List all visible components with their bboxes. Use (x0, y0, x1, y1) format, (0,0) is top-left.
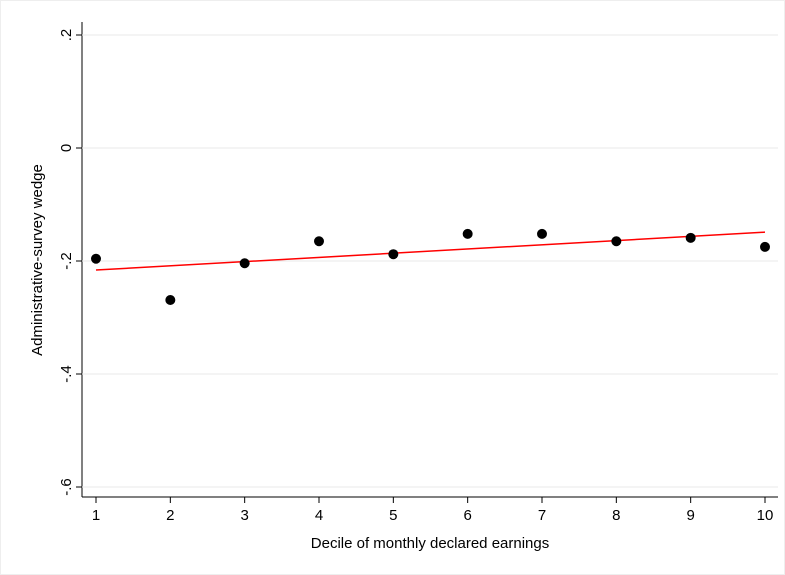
point (165, 294, 176, 305)
y-tick-label: -.6 (58, 478, 75, 496)
y-tick-label: -.2 (58, 252, 75, 270)
x-tick-label: 7 (538, 507, 546, 524)
y-tick-label: .2 (58, 29, 75, 42)
point (462, 228, 473, 239)
point (314, 236, 324, 247)
x-tick-label: 10 (757, 507, 774, 524)
point (685, 232, 696, 243)
point (537, 228, 547, 239)
point (611, 236, 622, 247)
x-tick-label: 2 (166, 507, 174, 524)
x-tick-label: 3 (240, 507, 248, 524)
y-tick-label: -.4 (58, 365, 75, 383)
x-tick-label: 8 (612, 507, 620, 524)
x-tick-label: 9 (686, 507, 694, 524)
fit-line (95, 231, 766, 271)
y-axis-title: Administrative-survey wedge (29, 164, 46, 356)
x-tick-label: 4 (315, 507, 323, 524)
point (91, 253, 101, 264)
point (388, 249, 399, 260)
point (760, 241, 770, 252)
point (239, 258, 250, 269)
x-tick-label: 1 (92, 507, 100, 524)
x-tick-label: 5 (389, 507, 397, 524)
y-tick-label: 0 (58, 144, 75, 152)
x-tick-label: 6 (463, 507, 471, 524)
x-axis-title: Decile of monthly declared earnings (311, 535, 549, 552)
